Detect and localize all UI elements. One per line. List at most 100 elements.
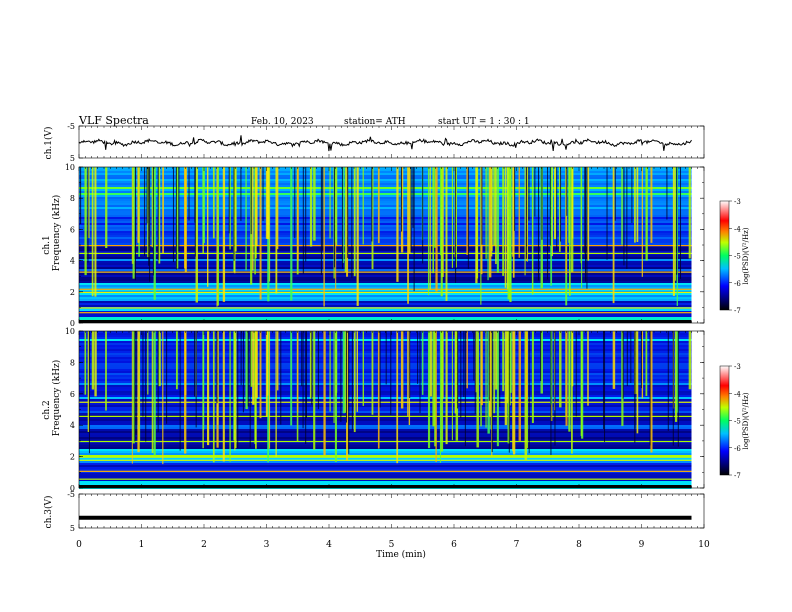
spectrum-band	[79, 467, 692, 469]
sferic-burst	[309, 167, 313, 247]
spectrum-band	[79, 393, 692, 395]
dark-streak	[410, 167, 412, 252]
spectrum-band	[79, 215, 692, 217]
sferic-burst	[229, 167, 231, 250]
dark-streak	[464, 331, 466, 447]
tone-line	[79, 478, 692, 480]
dark-streak	[135, 331, 137, 435]
sferic-burst	[612, 331, 616, 389]
dark-streak	[541, 167, 543, 240]
sferic-burst	[427, 331, 431, 449]
spectrum-band	[79, 411, 692, 413]
spectrum-band	[79, 389, 692, 391]
spectrum-band	[79, 479, 692, 481]
sferic-burst	[259, 167, 262, 300]
sferic-burst	[407, 331, 409, 416]
colorbar-tick-label: -6	[734, 445, 741, 453]
sferic-burst	[234, 167, 236, 274]
y-tick-label: 8	[70, 358, 75, 367]
sferic-burst	[427, 167, 430, 296]
spectrum-band	[79, 263, 692, 265]
spectrum-band	[79, 273, 692, 275]
spectrum-band	[79, 207, 692, 209]
dark-streak	[334, 167, 336, 268]
spectrum-band	[79, 435, 692, 437]
spectrum-band	[79, 309, 692, 311]
sferic-burst	[91, 167, 94, 297]
spectrum-band	[79, 289, 692, 291]
dark-streak	[134, 167, 136, 281]
y-tick-label: -5	[67, 122, 75, 131]
dark-streak	[528, 331, 530, 454]
sferic-burst	[216, 331, 219, 448]
sferic-burst	[202, 331, 205, 430]
sferic-burst	[455, 331, 459, 441]
y-tick-label: 10	[65, 327, 75, 336]
spectrum-band	[79, 337, 692, 339]
sferic-burst	[445, 167, 448, 301]
sferic-burst	[435, 167, 438, 292]
sferic-burst	[202, 167, 205, 244]
dark-streak	[556, 167, 558, 250]
sferic-burst	[216, 167, 218, 307]
dark-streak	[194, 331, 196, 397]
dark-streak	[631, 167, 633, 223]
sferic-burst	[158, 331, 161, 387]
spectrum-band	[79, 423, 692, 425]
sferic-burst	[252, 331, 255, 405]
sferic-burst	[131, 331, 133, 464]
dark-streak	[351, 331, 353, 431]
dark-streak	[301, 331, 303, 387]
dark-streak	[340, 331, 342, 422]
spectrum-band	[79, 353, 692, 355]
spectrum-band	[79, 275, 692, 277]
spectrum-band	[79, 455, 692, 457]
sferic-burst	[396, 331, 399, 464]
spectrum-band	[79, 395, 692, 397]
spectrum-band	[79, 225, 692, 227]
sferic-burst	[587, 331, 589, 406]
sferic-burst	[323, 167, 325, 307]
ch1-waveform-ylabel: ch.1(V)	[43, 127, 54, 160]
sferic-burst	[531, 331, 534, 424]
sferic-burst	[525, 331, 528, 400]
sferic-burst	[496, 167, 499, 273]
ch1-spectrogram-panel: 0 2 4 6 8 10	[65, 163, 705, 328]
sferic-burst	[313, 331, 316, 450]
ch1-waveform-line	[78, 135, 692, 152]
spectrum-band	[79, 419, 692, 421]
sferic-burst	[676, 167, 678, 306]
y-tick-label: 6	[70, 225, 75, 234]
dark-streak	[676, 167, 678, 275]
y-tick-label: 4	[70, 257, 75, 266]
spectrum-band	[79, 361, 692, 363]
sferic-burst	[407, 167, 409, 304]
tone-line	[79, 470, 692, 472]
sferic-burst	[137, 167, 140, 243]
sferic-burst	[94, 331, 97, 397]
sferic-burst	[518, 167, 520, 258]
tone-line	[79, 291, 692, 293]
spectrum-band	[79, 237, 692, 239]
sferic-burst	[195, 167, 198, 303]
dark-streak	[317, 331, 319, 410]
tone-line	[79, 312, 692, 314]
sferic-burst	[568, 167, 571, 243]
dark-streak	[488, 331, 490, 401]
sferic-burst	[580, 167, 582, 264]
tone-line	[79, 401, 692, 403]
spectrum-band	[79, 243, 692, 245]
sferic-burst	[105, 167, 108, 249]
ch2-spectrogram-panel: 0 2 4 6 8 10	[65, 327, 705, 493]
dark-streak	[417, 331, 419, 384]
sferic-burst	[455, 167, 457, 268]
sferic-burst	[493, 331, 496, 414]
spectrum-band	[79, 475, 692, 477]
sferic-burst	[353, 167, 356, 277]
sferic-burst	[334, 167, 337, 243]
ch3-waveform-panel: 5 -5	[67, 490, 705, 533]
spectrum-band	[79, 219, 692, 221]
dark-streak	[371, 167, 373, 242]
spectrum-band	[79, 197, 692, 199]
